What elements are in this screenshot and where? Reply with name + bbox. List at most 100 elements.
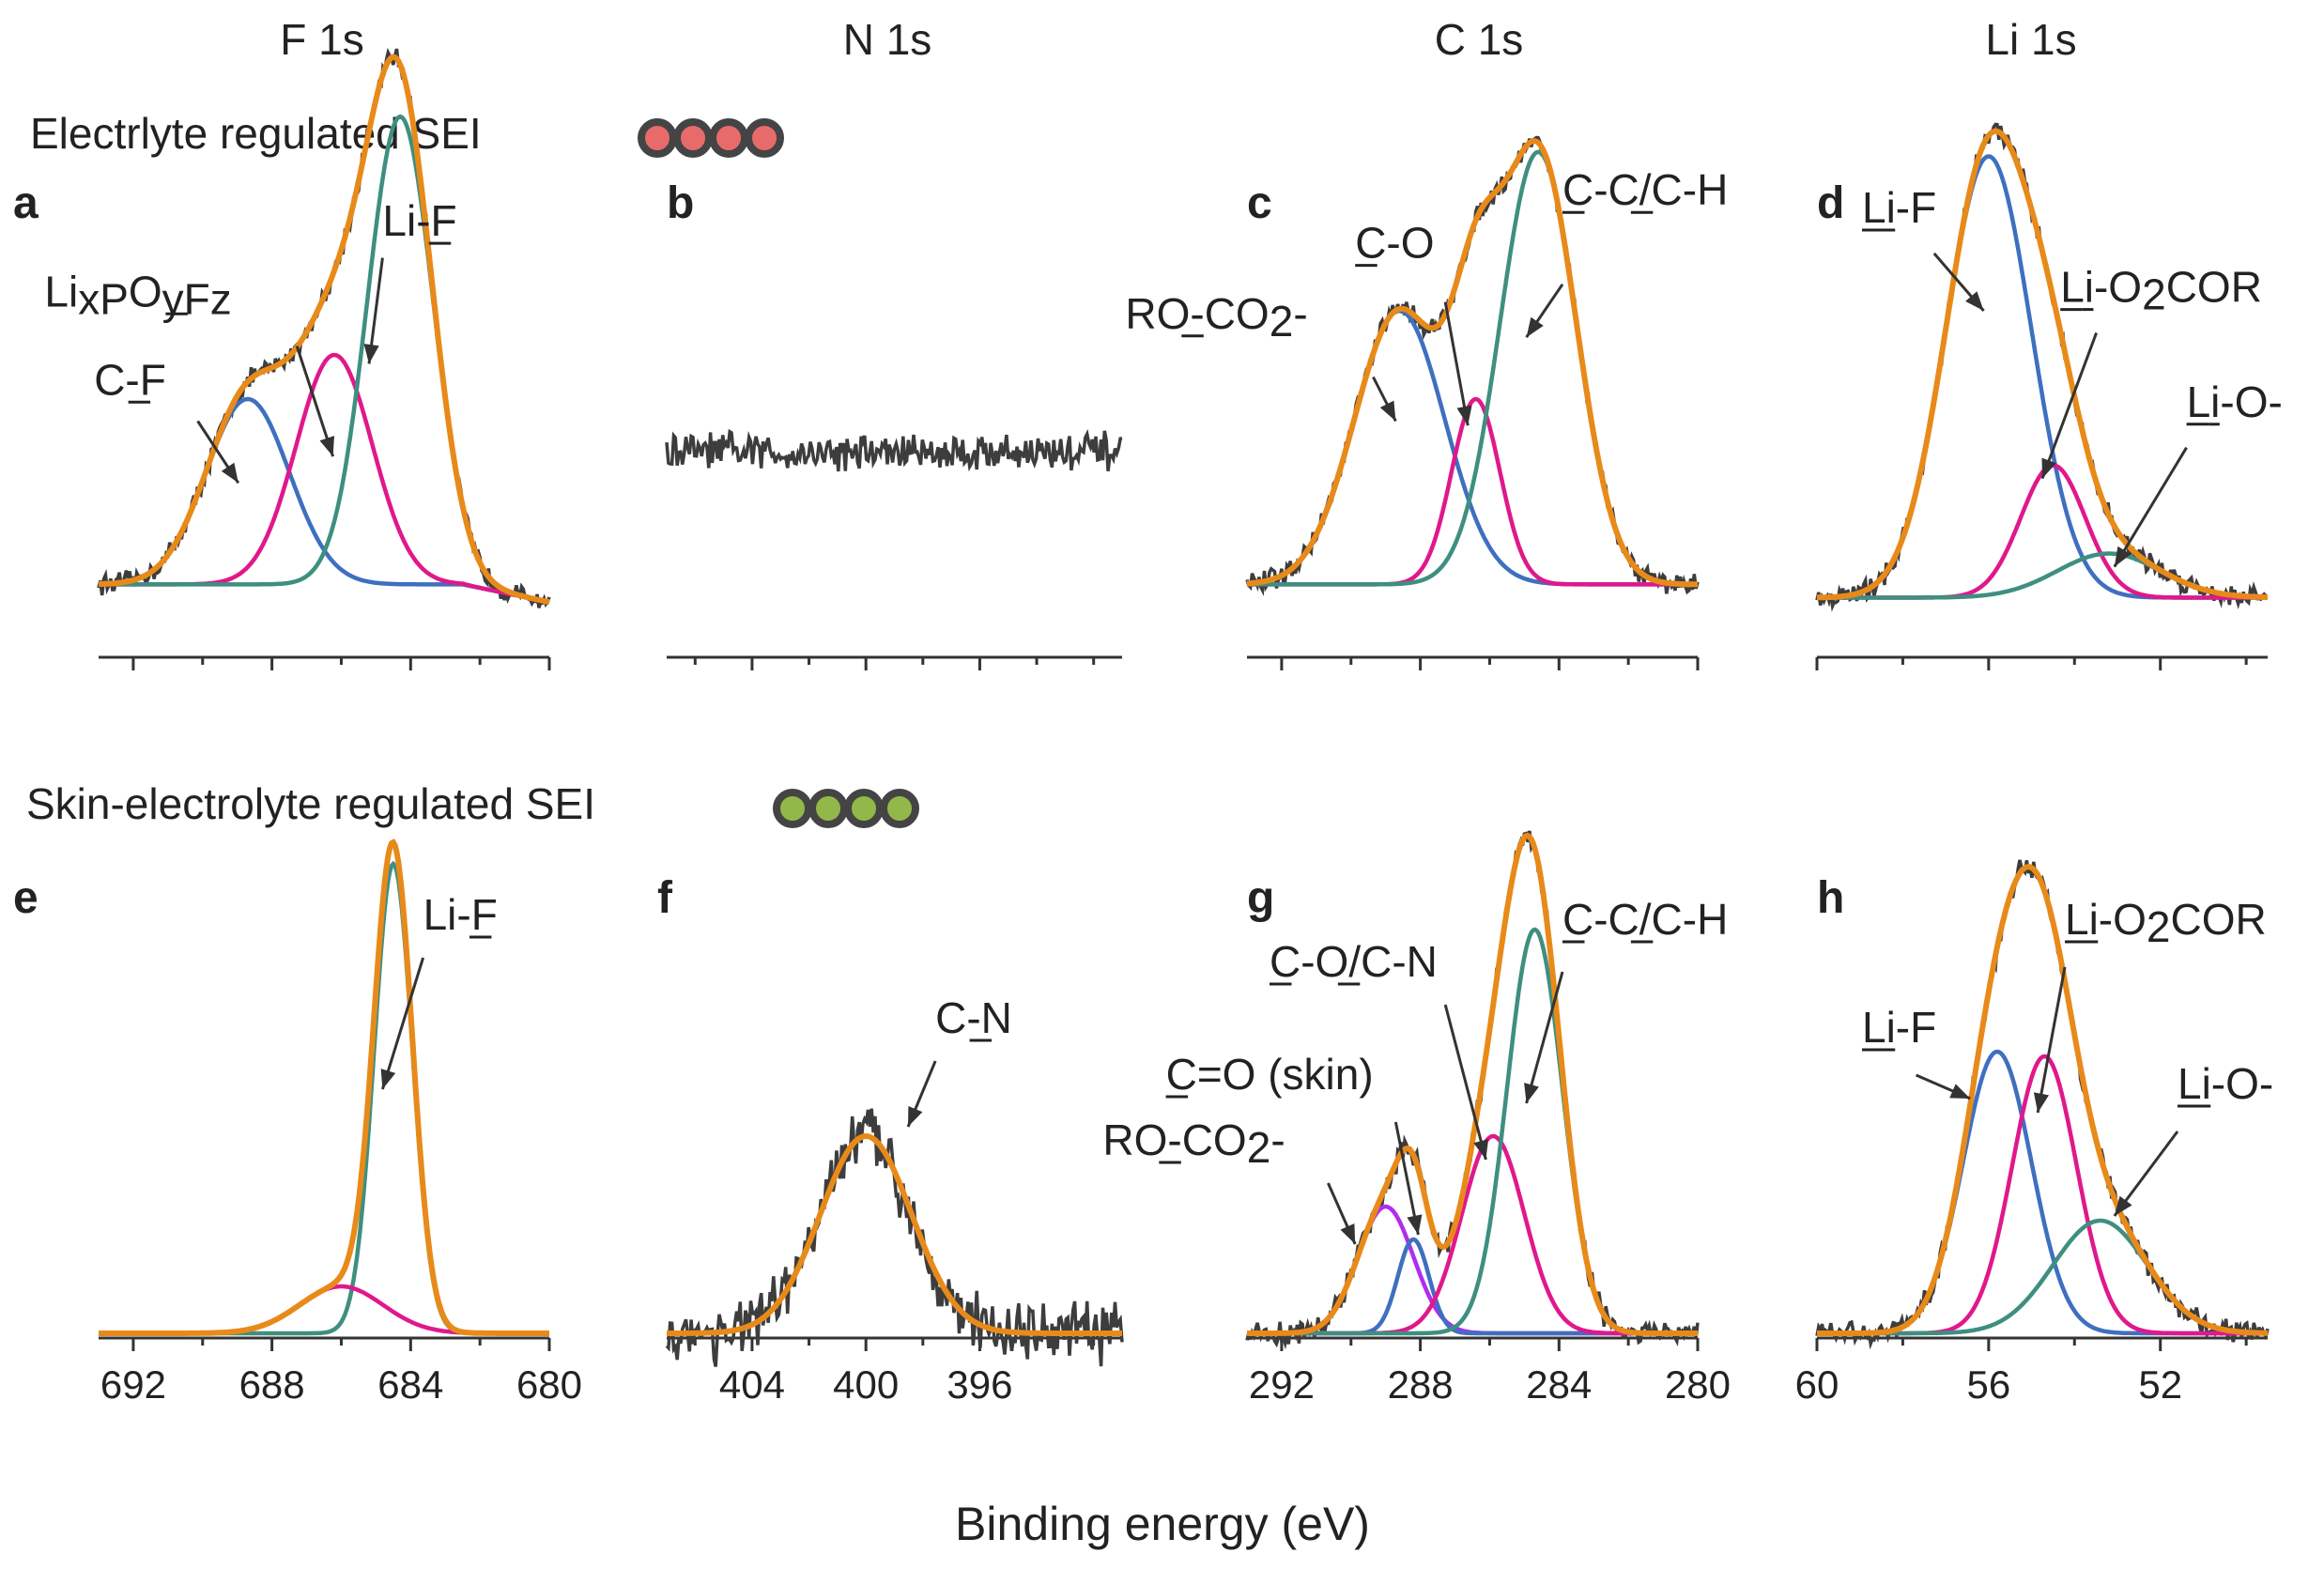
envelope-fit-line — [1247, 832, 1698, 1336]
x-axis-title: Binding energy (eV) — [955, 1498, 1370, 1550]
envelope-fit-line — [1817, 864, 2269, 1336]
panel-e-f1s-chart: 692 688 684 680 Li-F — [99, 838, 582, 1407]
peak-label-2: Li-O- — [2178, 1059, 2273, 1108]
envelope-fit-line — [1246, 138, 1698, 588]
peak-label-0: C-C/C-H — [1562, 895, 1728, 944]
label-arrow-head — [2114, 1195, 2132, 1216]
peak-label-2: RO-CO2- — [1125, 289, 1307, 346]
label-run: COR — [2171, 895, 2267, 944]
marker-dot — [808, 789, 848, 828]
x-tick-label: 280 — [1665, 1362, 1731, 1407]
x-tick-label: 60 — [1795, 1362, 1839, 1407]
envelope-fit-line — [98, 54, 550, 606]
x-tick-label: 400 — [833, 1362, 899, 1407]
label-arrow-shaft — [1525, 971, 1564, 1104]
marker-dots-red — [638, 118, 784, 158]
panel-letter-b: b — [667, 178, 694, 228]
marker-dot — [880, 789, 919, 828]
label-run: C-O — [1355, 219, 1434, 268]
row-label-skin-electrolyte-sei: Skin-electrolyte regulated SEI — [26, 779, 595, 828]
peak-label-0: C-N — [935, 993, 1012, 1042]
x-tick-label: 292 — [1249, 1362, 1315, 1407]
label-arrow-head — [363, 344, 379, 364]
label-run: C-O/C-N — [1270, 937, 1438, 986]
panel-letter-g: g — [1247, 873, 1274, 923]
peak-component-1 — [99, 1284, 549, 1336]
peak-label-0: C-C/C-H — [1562, 165, 1728, 214]
panel-letter-f: f — [657, 873, 673, 923]
label-run: xP — [78, 275, 129, 324]
panel-f-n1s-chart: 404 400 396 C-N — [665, 993, 1124, 1407]
marker-dot — [638, 118, 677, 158]
column-headers: F 1s N 1s C 1s Li 1s — [280, 15, 2076, 64]
panel-g-c1s-chart: 292 288 284 280 C-C/C-H C-O/C-N C=O (skin) RO-C… — [1102, 830, 1731, 1407]
label-run: - — [1293, 289, 1307, 338]
label-run: Li-O- — [2187, 377, 2283, 426]
panel-h-li1s-chart: 60 56 52 Li-F Li-O2COR Li-O- — [1795, 859, 2273, 1407]
label-arrow-head — [319, 436, 334, 457]
label-arrow-shaft — [2113, 446, 2188, 568]
peak-label-2: Li-O- — [2187, 377, 2283, 426]
panel-letter-h: h — [1817, 873, 1844, 923]
label-run: COR — [2166, 263, 2262, 312]
label-run: C-C/C-H — [1562, 895, 1728, 944]
envelope-fit-line — [1817, 128, 2268, 601]
peak-label-3: RO-CO2- — [1102, 1115, 1285, 1172]
label-run: 2 — [1247, 1123, 1271, 1172]
marker-dot — [673, 118, 713, 158]
panel-letter-a: a — [13, 178, 38, 228]
marker-dot — [745, 118, 784, 158]
peak-component-2 — [1817, 1218, 2269, 1336]
label-arrow-head — [2114, 546, 2132, 567]
peak-label-1: C-O/C-N — [1270, 937, 1438, 986]
envelope-fit-line — [667, 1132, 1122, 1336]
column-header-f1s: F 1s — [280, 15, 363, 64]
x-tick-label: 404 — [719, 1362, 785, 1407]
peak-component-2 — [1247, 149, 1698, 587]
column-header-n1s: N 1s — [843, 15, 932, 64]
label-run: Li-F — [382, 196, 456, 245]
panel-d-li1s-chart: Li-F Li-O2COR Li-O- — [1815, 122, 2283, 670]
label-run: C-C/C-H — [1562, 165, 1728, 214]
peak-label-0: Li-F — [382, 196, 456, 245]
label-arrow-head — [221, 462, 239, 484]
label-arrow-shaft — [295, 346, 335, 457]
panel-letter-c: c — [1247, 178, 1272, 228]
peak-label-0: Li-F — [1862, 183, 1936, 232]
label-arrow-head — [380, 1069, 396, 1089]
label-arrow-head — [1340, 1223, 1356, 1244]
label-run: RO-CO — [1102, 1115, 1246, 1164]
x-tick-label: 688 — [239, 1362, 305, 1407]
column-header-li1s: Li 1s — [1985, 15, 2076, 64]
marker-dot — [709, 118, 748, 158]
marker-dots-green — [773, 789, 919, 828]
x-tick-label: 684 — [377, 1362, 443, 1407]
label-arrow-head — [1379, 400, 1396, 422]
label-run: C-N — [935, 993, 1012, 1042]
label-run: RO-CO — [1125, 289, 1269, 338]
label-run: 2 — [2147, 902, 2171, 951]
marker-dot — [844, 789, 884, 828]
label-arrow-head — [2041, 457, 2056, 479]
panel-b-n1s-chart — [665, 428, 1123, 670]
raw-data-line — [665, 428, 1123, 472]
label-run: Li-F — [423, 890, 498, 939]
x-tick-label: 396 — [947, 1362, 1012, 1407]
marker-dot — [773, 789, 812, 828]
label-arrow-head — [1526, 316, 1544, 338]
label-run: O — [129, 267, 162, 315]
x-tick-label: 284 — [1526, 1362, 1592, 1407]
peak-label-1: C-O — [1355, 219, 1434, 268]
label-run: Li — [44, 267, 78, 315]
label-arrow-head — [1407, 1214, 1423, 1235]
peak-label-1: LixPOyFz — [44, 267, 231, 323]
panel-c-c1s-chart: C-C/C-H C-O RO-CO2- — [1125, 135, 1728, 670]
label-run: 2 — [1270, 297, 1294, 346]
envelope-fit-line — [99, 838, 549, 1336]
peak-label-0: Li-F — [1862, 1003, 1936, 1052]
label-run: - — [1270, 1115, 1285, 1164]
row-label-electrolyte-sei: Electrlyte regulated SEI — [30, 109, 482, 158]
x-tick-label: 52 — [2138, 1362, 2182, 1407]
label-run: C=O (skin) — [1166, 1050, 1374, 1099]
